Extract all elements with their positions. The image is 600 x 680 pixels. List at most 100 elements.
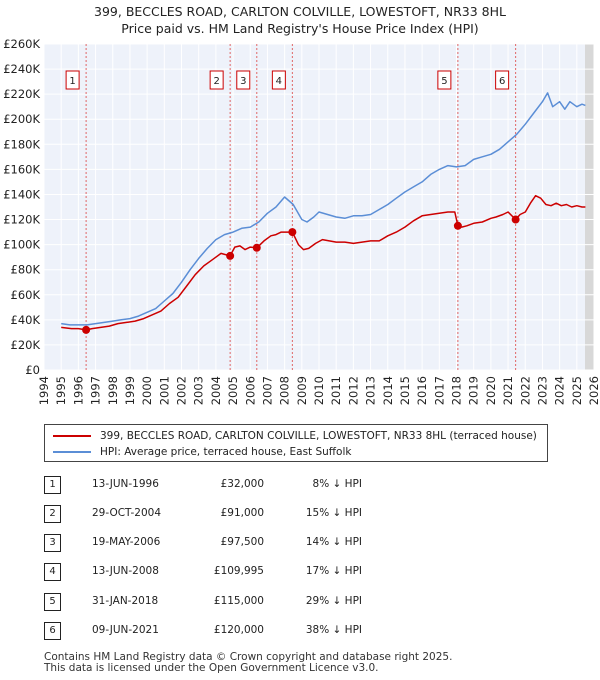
sale-marker-label: 4 xyxy=(276,76,282,87)
x-tick-label: 2025 xyxy=(570,376,584,405)
legend-label-property: 399, BECCLES ROAD, CARLTON COLVILLE, LOW… xyxy=(100,430,537,442)
sale-date: 29-OCT-2004 xyxy=(92,507,161,519)
hatch-future xyxy=(585,44,594,370)
x-tick-label: 2020 xyxy=(484,376,498,405)
y-tick-label: £60K xyxy=(11,288,41,302)
legend-swatch-property xyxy=(53,435,91,437)
x-tick-label: 2002 xyxy=(175,376,189,405)
sale-marker-label: 5 xyxy=(441,76,447,87)
price-chart: £0 £20K £40K £60K £80K £100K £120K £140K £160K £1… xyxy=(3,37,600,405)
x-tick-label: 2012 xyxy=(346,376,360,405)
x-tick-label: 2001 xyxy=(157,376,171,405)
table-row: 5 31-JAN-2018 £115,000 29% ↓ HPI xyxy=(44,593,404,613)
sale-price: £97,500 xyxy=(220,536,264,548)
x-tick-label: 2009 xyxy=(295,376,309,405)
table-row: 6 09-JUN-2021 £120,000 38% ↓ HPI xyxy=(44,622,404,642)
x-tick-label: 2003 xyxy=(192,376,206,405)
sale-date: 31-JAN-2018 xyxy=(92,595,159,607)
y-tick-label: £200K xyxy=(3,112,40,126)
x-tick-label: 2011 xyxy=(329,376,343,405)
sale-marker-box xyxy=(271,70,286,90)
y-tick-label: £40K xyxy=(11,313,41,327)
chart-title: 399, BECCLES ROAD, CARLTON COLVILLE, LOW… xyxy=(94,4,506,19)
sale-marker-label: 2 xyxy=(213,76,219,87)
x-tick-label: 2006 xyxy=(243,376,257,405)
sale-point xyxy=(511,215,520,224)
sale-number: 4 xyxy=(44,563,61,581)
sale-hpi-diff: 17% ↓ HPI xyxy=(305,565,362,577)
series-line-hpi xyxy=(61,92,586,326)
series-line-property xyxy=(61,194,586,331)
table-row: 4 13-JUN-2008 £109,995 17% ↓ HPI xyxy=(44,563,404,583)
x-tick-label: 1999 xyxy=(123,376,137,405)
x-tick-label: 2013 xyxy=(364,376,378,405)
sale-point xyxy=(252,243,261,252)
sale-number: 1 xyxy=(44,476,61,494)
y-tick-label: £140K xyxy=(3,187,40,201)
sale-date: 13-JUN-2008 xyxy=(92,565,159,577)
x-tick-label: 1995 xyxy=(54,376,68,405)
y-tick-label: £220K xyxy=(3,87,40,101)
sale-marker-boxes: 1 2 3 4 5 6 xyxy=(65,70,510,90)
x-tick-label: 2004 xyxy=(209,376,223,405)
legend-swatch-hpi xyxy=(53,451,91,453)
sale-point xyxy=(226,251,235,260)
sale-price: £120,000 xyxy=(213,624,264,636)
series-lines xyxy=(61,92,586,331)
sale-point xyxy=(82,325,91,334)
sale-number: 5 xyxy=(44,593,61,611)
sale-hpi-diff: 29% ↓ HPI xyxy=(305,595,362,607)
sale-marker-box xyxy=(437,70,452,90)
sale-date: 13-JUN-1996 xyxy=(92,478,159,490)
y-tick-label: £180K xyxy=(3,137,40,151)
table-row: 1 13-JUN-1996 £32,000 8% ↓ HPI xyxy=(44,476,404,496)
x-axis-ticks: 1994 1995 1996 1997 1998 1999 2000 2001 2002 2003… xyxy=(37,376,600,405)
legend-label-hpi: HPI: Average price, terraced house, East… xyxy=(100,446,352,458)
sale-price: £115,000 xyxy=(213,595,264,607)
sale-points xyxy=(82,215,520,334)
x-tick-label: 1994 xyxy=(37,376,51,405)
sale-marker-label: 1 xyxy=(69,76,75,87)
x-tick-label: 1996 xyxy=(71,376,85,405)
sale-marker-box xyxy=(209,70,224,90)
sale-marker-box xyxy=(236,70,251,90)
x-tick-label: 2017 xyxy=(432,376,446,405)
chart-subtitle: Price paid vs. HM Land Registry's House … xyxy=(121,21,479,36)
sale-marker-box xyxy=(495,70,510,90)
table-row: 2 29-OCT-2004 £91,000 15% ↓ HPI xyxy=(44,505,404,525)
legend: 399, BECCLES ROAD, CARLTON COLVILLE, LOW… xyxy=(44,424,548,462)
footer-copyright: Contains HM Land Registry data © Crown c… xyxy=(44,651,453,663)
sale-number: 2 xyxy=(44,505,61,523)
y-tick-label: £120K xyxy=(3,213,40,227)
x-tick-label: 2000 xyxy=(140,376,154,405)
sale-hpi-diff: 8% ↓ HPI xyxy=(312,478,362,490)
x-tick-label: 1998 xyxy=(106,376,120,405)
x-tick-label: 2018 xyxy=(450,376,464,405)
x-tick-label: 2008 xyxy=(278,376,292,405)
y-tick-label: £160K xyxy=(3,162,40,176)
x-tick-label: 2023 xyxy=(535,376,549,405)
y-tick-label: £20K xyxy=(11,338,41,352)
sale-date: 09-JUN-2021 xyxy=(92,624,159,636)
sale-marker-label: 3 xyxy=(240,76,246,87)
sale-price: £109,995 xyxy=(213,565,264,577)
sale-point xyxy=(453,221,462,230)
y-tick-label: £260K xyxy=(3,37,40,51)
footer-licence: This data is licensed under the Open Gov… xyxy=(44,662,379,674)
grid-lines xyxy=(43,43,595,371)
y-tick-label: £0 xyxy=(25,363,40,377)
sale-marker-label: 6 xyxy=(499,76,505,87)
x-tick-label: 2015 xyxy=(398,376,412,405)
sale-hpi-diff: 38% ↓ HPI xyxy=(305,624,362,636)
sale-hpi-diff: 14% ↓ HPI xyxy=(305,536,362,548)
x-tick-label: 2005 xyxy=(226,376,240,405)
x-tick-label: 2014 xyxy=(381,376,395,405)
sale-point xyxy=(288,228,297,237)
sale-price: £91,000 xyxy=(220,507,264,519)
sale-hpi-diff: 15% ↓ HPI xyxy=(305,507,362,519)
legend-item-property: 399, BECCLES ROAD, CARLTON COLVILLE, LOW… xyxy=(53,428,537,444)
legend-item-hpi: HPI: Average price, terraced house, East… xyxy=(53,444,351,460)
x-tick-label: 2026 xyxy=(587,376,600,405)
sale-date: 19-MAY-2006 xyxy=(92,536,161,548)
y-tick-label: £80K xyxy=(11,263,41,277)
